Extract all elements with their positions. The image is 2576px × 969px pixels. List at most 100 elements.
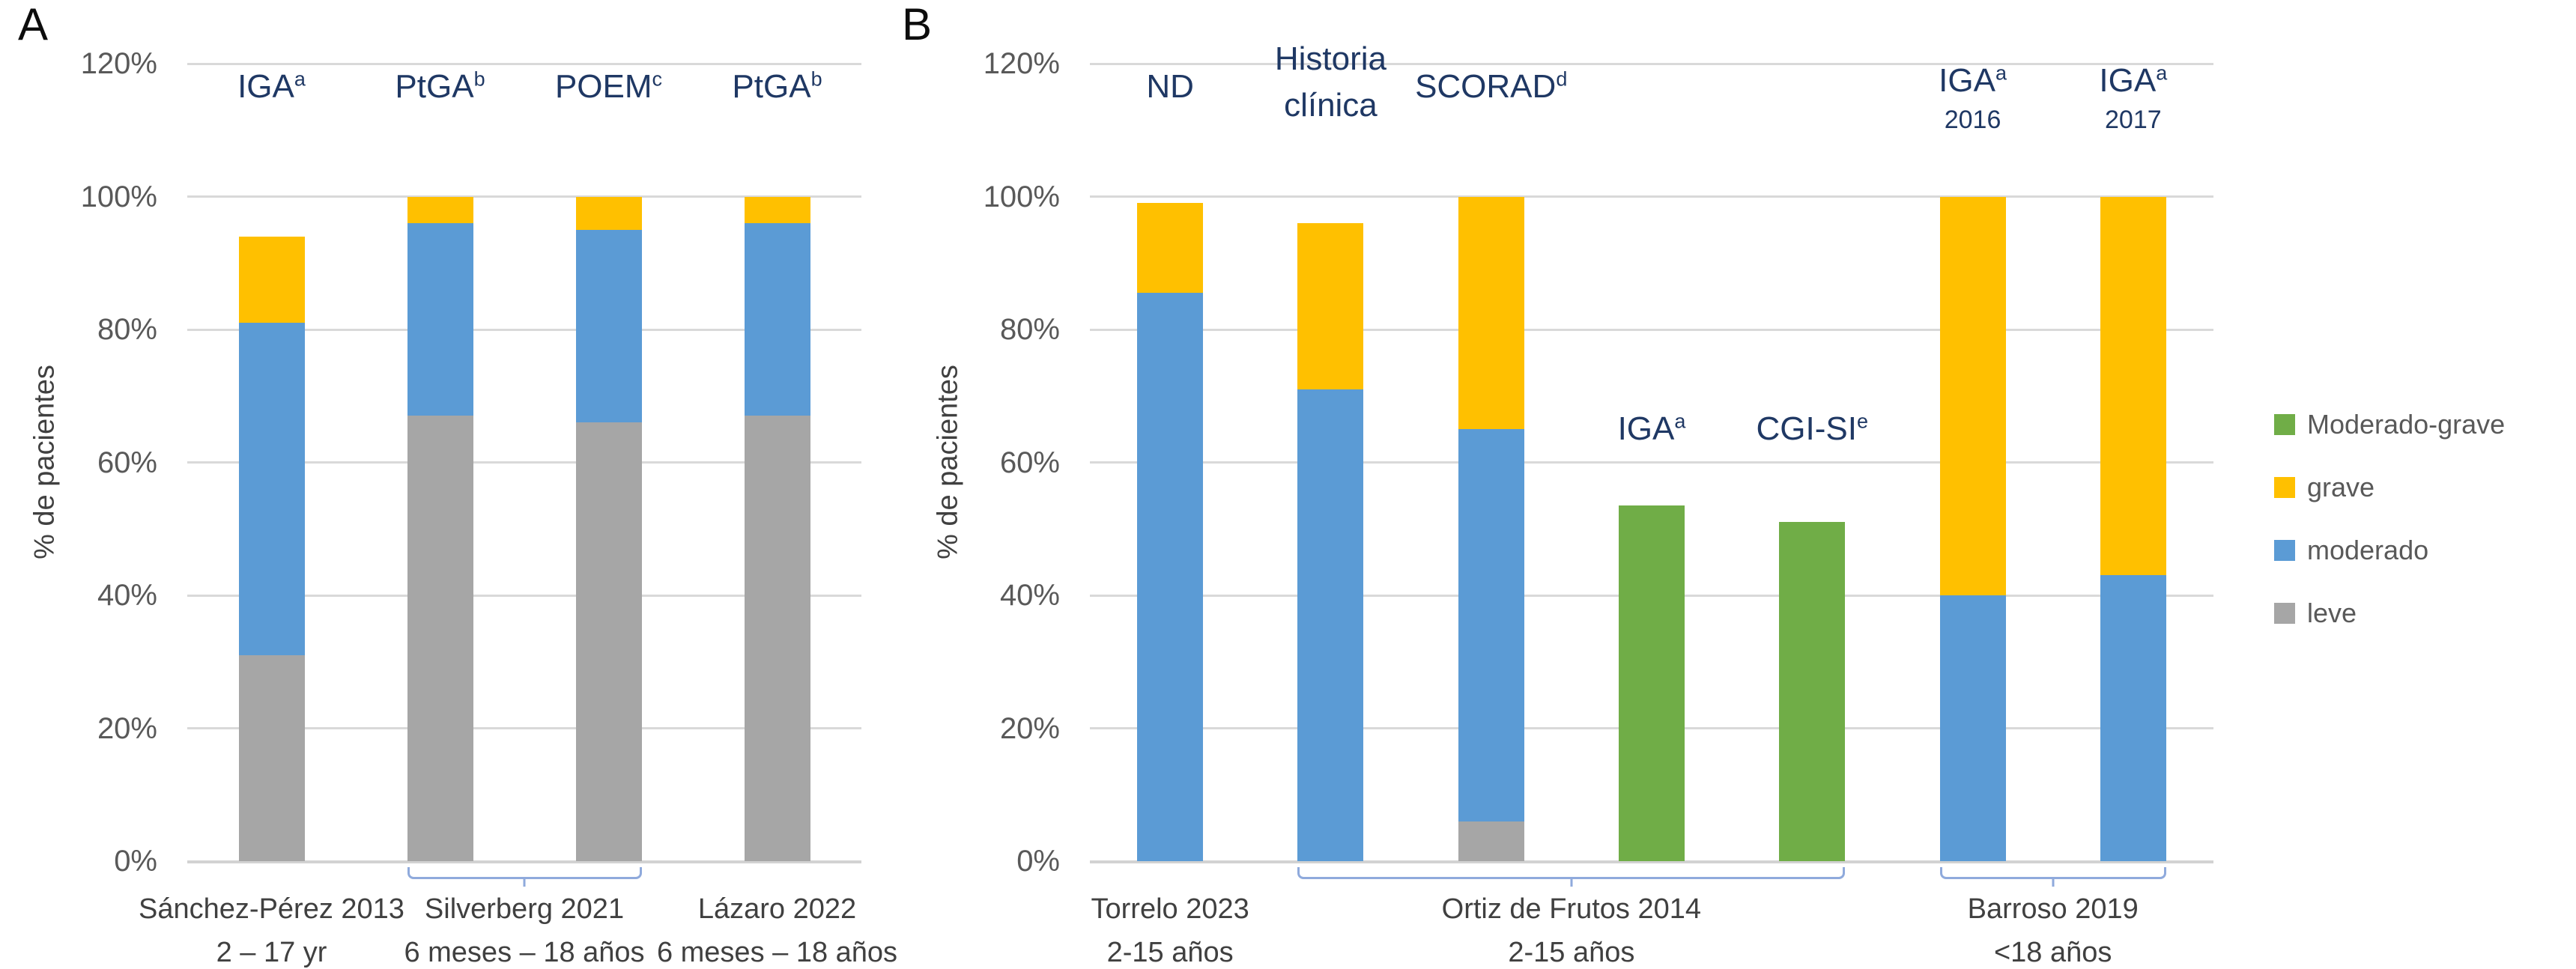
panel-a-letter: A bbox=[18, 0, 49, 49]
measure-label-line: 2017 bbox=[2105, 106, 2162, 135]
measure-label-line: clínica bbox=[1284, 86, 1378, 124]
gridline-0 bbox=[187, 860, 861, 863]
bar-segment-grave bbox=[1137, 203, 1204, 294]
study-name: Barroso 2019 bbox=[1967, 893, 2139, 925]
bar-segment-grave bbox=[1297, 223, 1364, 389]
measure-label-superscript: b bbox=[473, 67, 485, 91]
study-label: Torrelo 2023 2-15 años bbox=[938, 893, 1402, 969]
measure-label-line: IGAa bbox=[1617, 410, 1686, 448]
bar-segment-moderado bbox=[407, 223, 473, 416]
measure-label-line: IGAa bbox=[1939, 61, 2007, 100]
bar-segment-moderado bbox=[575, 229, 642, 423]
measure-label-line: POEMc bbox=[554, 67, 663, 106]
bar-segment-moderado bbox=[1939, 595, 2006, 861]
gridline-80 bbox=[1090, 328, 2213, 331]
study-name: Torrelo 2023 bbox=[1091, 893, 1249, 925]
y-tick-label: 60% bbox=[97, 446, 157, 479]
gridline-120 bbox=[1090, 62, 2213, 65]
y-tick-label: 120% bbox=[80, 47, 157, 80]
bar-segment-moderado bbox=[238, 323, 305, 655]
gridline-0 bbox=[1090, 860, 2213, 863]
bar-segment-leve bbox=[1458, 821, 1524, 861]
bracket-center-tick bbox=[523, 877, 526, 887]
bar-segment-leve bbox=[575, 422, 642, 861]
measure-label: IGAa 2016 bbox=[1786, 58, 2160, 136]
study-age-range: 2-15 años bbox=[1106, 937, 1234, 968]
y-tick-label: 60% bbox=[999, 446, 1060, 479]
study-label: Ortiz de Frutos 2014 2-15 años bbox=[1339, 893, 1804, 969]
study-label: Barroso 2019 <18 años bbox=[1821, 893, 2285, 969]
bar bbox=[575, 64, 642, 861]
bar-segment-grave bbox=[1458, 196, 1524, 430]
legend-item: moderado bbox=[2274, 535, 2505, 565]
bar-segment-moderado bbox=[744, 223, 810, 416]
measure-label-line: IGAa bbox=[237, 67, 306, 106]
y-tick-label: 20% bbox=[999, 711, 1060, 745]
legend-swatch-leve bbox=[2274, 603, 2295, 624]
measure-label: SCORADd bbox=[1304, 64, 1679, 110]
legend: Moderado-grave grave moderado leve bbox=[2274, 409, 2505, 665]
bar bbox=[2100, 64, 2166, 861]
legend-label: Moderado-grave bbox=[2307, 409, 2506, 440]
gridline-100 bbox=[1090, 195, 2213, 198]
measure-label-superscript: c bbox=[652, 67, 663, 91]
measure-label-line: Historia bbox=[1274, 40, 1387, 77]
measure-label-line: 2016 bbox=[1944, 106, 2001, 135]
y-tick-label: 120% bbox=[983, 47, 1060, 80]
plot-area-a: 0% 20% 40% 60% 80% 100% 120% IGAa PtGAb POEMc PtGA… bbox=[81, 47, 897, 968]
measure-label-line: CGI-SIe bbox=[1756, 410, 1869, 448]
legend-item: Moderado-grave bbox=[2274, 409, 2505, 440]
y-tick-label: 0% bbox=[114, 845, 157, 878]
study-age-range: <18 años bbox=[1993, 937, 2112, 968]
bar-segment-grave bbox=[744, 196, 810, 223]
bar bbox=[1779, 64, 1846, 861]
legend-label: grave bbox=[2307, 472, 2375, 502]
legend-label: moderado bbox=[2307, 535, 2429, 565]
measure-label-superscript: b bbox=[810, 67, 822, 91]
gridline-80 bbox=[187, 328, 861, 331]
panel-b-letter: B bbox=[902, 0, 933, 49]
legend-swatch-grave bbox=[2274, 477, 2295, 498]
bar bbox=[407, 64, 473, 861]
measure-label-superscript: d bbox=[1556, 67, 1568, 91]
measure-label: IGAa bbox=[1464, 406, 1839, 452]
bar-segment-moderado bbox=[1458, 429, 1524, 821]
measure-label-superscript: a bbox=[294, 67, 306, 91]
bar-segment-grave bbox=[575, 196, 642, 230]
gridline-100 bbox=[187, 195, 861, 198]
study-name: Ortiz de Frutos 2014 bbox=[1441, 893, 1702, 925]
measure-label: CGI-SIe bbox=[1625, 406, 1999, 452]
group-bracket bbox=[1297, 867, 1846, 887]
study-name: Sánchez-Pérez 2013 bbox=[139, 893, 404, 925]
y-tick-label: 80% bbox=[97, 313, 157, 346]
y-tick-label: 40% bbox=[999, 579, 1060, 612]
bar bbox=[1297, 64, 1364, 861]
bar-segment-moderado_grave bbox=[1779, 522, 1846, 861]
measure-label-line: PtGAb bbox=[395, 67, 485, 106]
bracket-center-tick bbox=[1570, 877, 1573, 887]
legend-label: leve bbox=[2307, 598, 2357, 628]
bar-segment-grave bbox=[1939, 196, 2006, 595]
bar-segment-leve bbox=[744, 416, 810, 861]
bar-segment-leve bbox=[238, 654, 305, 861]
y-tick-label: 100% bbox=[80, 180, 157, 213]
study-age-range: 2-15 años bbox=[1508, 937, 1635, 968]
bar-segment-moderado bbox=[1297, 389, 1364, 861]
bar bbox=[238, 64, 305, 861]
measure-label: ND bbox=[983, 64, 1357, 110]
measure-label-superscript: e bbox=[1856, 410, 1869, 433]
bar bbox=[1939, 64, 2006, 861]
y-tick-label: 100% bbox=[983, 180, 1060, 213]
measure-label: POEMc bbox=[422, 64, 796, 110]
bar bbox=[744, 64, 810, 861]
group-bracket bbox=[1939, 867, 2166, 887]
bar bbox=[1619, 64, 1685, 861]
bracket-center-tick bbox=[2052, 877, 2055, 887]
measure-label: IGAa bbox=[85, 64, 459, 110]
gridline-20 bbox=[187, 727, 861, 729]
measure-label: IGAa 2017 bbox=[1946, 58, 2321, 136]
measure-label-line: ND bbox=[1146, 68, 1194, 106]
bar bbox=[1458, 64, 1524, 861]
measure-label-superscript: a bbox=[2156, 61, 2168, 85]
